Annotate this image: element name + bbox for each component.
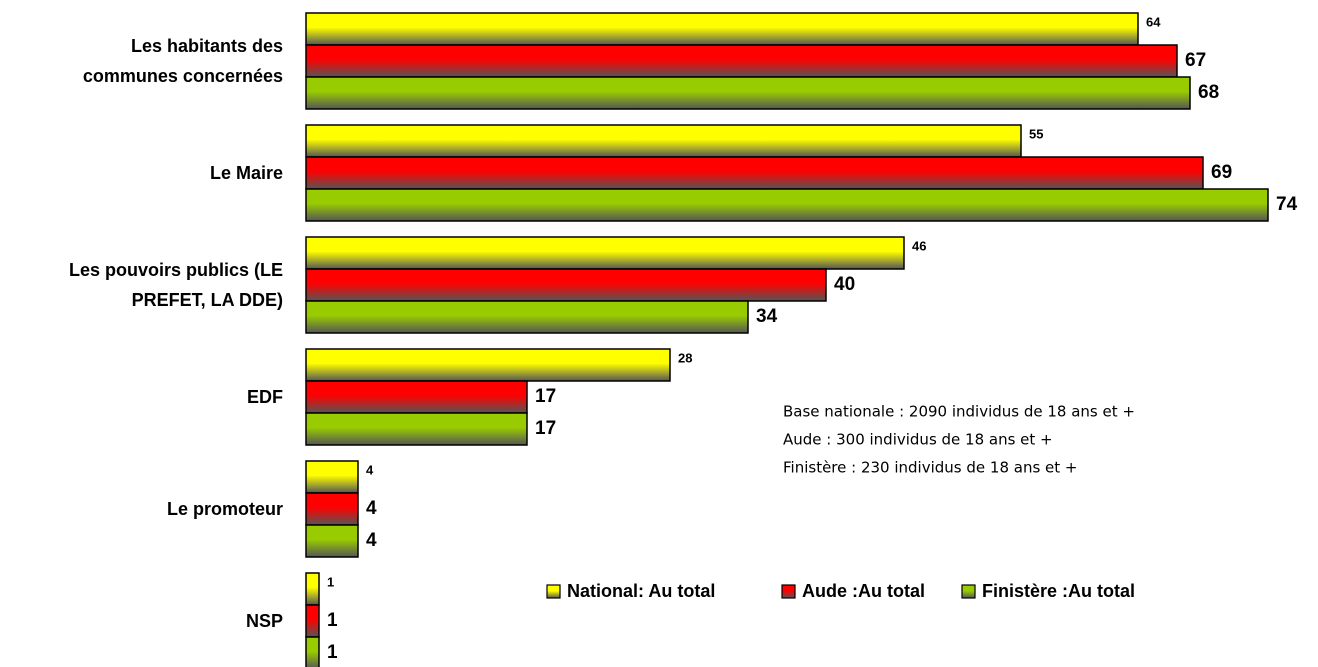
annotation: Base nationale : 2090 individus de 18 an… <box>783 403 1135 421</box>
bar <box>305 236 905 270</box>
value-label: 74 <box>1276 194 1298 215</box>
value-label: 34 <box>756 306 778 327</box>
bar <box>305 412 528 446</box>
bar <box>305 572 320 606</box>
category-label: Les habitants des communes concernées <box>82 36 283 86</box>
value-label: 17 <box>535 418 556 439</box>
bar <box>305 268 827 302</box>
legend-swatch <box>546 584 561 599</box>
bar <box>305 348 671 382</box>
category-label: EDF <box>247 387 283 407</box>
value-label: 64 <box>1146 14 1161 29</box>
category-label: Le promoteur <box>166 499 283 519</box>
bar <box>305 460 359 494</box>
value-label: 1 <box>327 610 338 631</box>
category-label: Les pouvoirs publics (LE PREFET, LA DDE) <box>68 260 283 310</box>
bar <box>305 124 1022 158</box>
bar <box>305 604 320 638</box>
value-label: 1 <box>327 642 338 663</box>
value-label: 17 <box>535 386 556 407</box>
value-label: 67 <box>1185 50 1206 71</box>
annotation: Finistère : 230 individus de 18 ans et + <box>783 459 1077 477</box>
bar <box>305 524 359 558</box>
value-label: 46 <box>912 238 926 253</box>
category-label: NSP <box>245 611 283 631</box>
value-label: 4 <box>366 498 377 519</box>
bar <box>305 188 1269 222</box>
bar <box>305 156 1204 190</box>
bar <box>305 300 749 334</box>
value-label: 40 <box>834 274 855 295</box>
bar <box>305 636 320 667</box>
value-label: 1 <box>327 574 334 589</box>
bar <box>305 380 528 414</box>
bar <box>305 44 1178 78</box>
value-label: 4 <box>366 530 377 551</box>
value-label: 69 <box>1211 162 1232 183</box>
value-label: 28 <box>678 350 692 365</box>
legend-label: Aude :Au total <box>802 581 925 601</box>
legend-label: Finistère :Au total <box>982 581 1135 601</box>
bar <box>305 12 1139 46</box>
legend-label: National: Au total <box>567 581 715 601</box>
value-label: 68 <box>1198 82 1219 103</box>
bar <box>305 492 359 526</box>
annotation: Aude : 300 individus de 18 ans et + <box>783 431 1053 449</box>
bar <box>305 76 1191 110</box>
value-label: 55 <box>1029 126 1043 141</box>
value-label: 4 <box>366 462 374 477</box>
category-label: Le Maire <box>209 163 283 183</box>
legend-swatch <box>961 584 976 599</box>
legend-swatch <box>781 584 796 599</box>
